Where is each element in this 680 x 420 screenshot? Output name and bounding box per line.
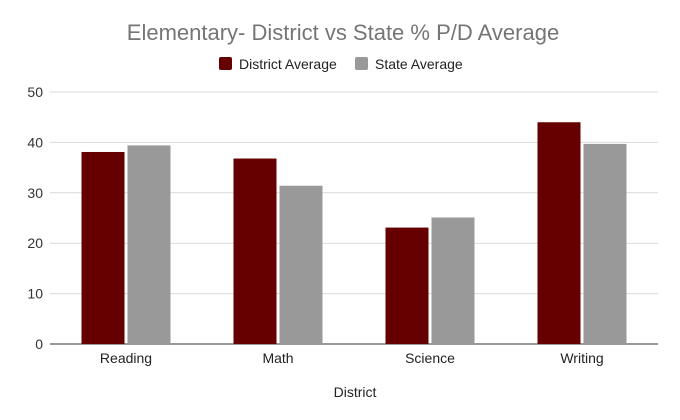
y-tick-label: 20: [27, 235, 43, 251]
bar-writing-district: [537, 122, 581, 345]
bar-reading-district: [81, 151, 125, 344]
bar-reading-state: [127, 145, 171, 344]
x-tick-labels: Reading Math Science Writing: [100, 350, 604, 366]
x-axis-label: District: [334, 384, 377, 400]
legend-label: District Average: [239, 56, 337, 72]
x-tick-label: Math: [262, 350, 293, 366]
bar-math-state: [279, 185, 323, 344]
x-tick-label: Science: [405, 350, 455, 366]
y-tick-labels: 0 10 20 30 40 50: [27, 84, 43, 352]
y-tick-label: 50: [27, 84, 43, 100]
legend-swatch: [219, 57, 232, 70]
x-tick-label: Writing: [560, 350, 603, 366]
bar-science-state: [431, 217, 475, 344]
bars: [81, 122, 627, 345]
legend: District Average State Average: [219, 56, 463, 72]
legend-swatch: [355, 57, 368, 70]
x-tick-label: Reading: [100, 350, 152, 366]
bar-math-district: [233, 158, 277, 344]
bar-science-district: [385, 227, 429, 344]
y-tick-label: 0: [35, 336, 43, 352]
chart-title: Elementary- District vs State % P/D Aver…: [127, 20, 559, 45]
y-tick-label: 30: [27, 185, 43, 201]
y-tick-label: 10: [27, 286, 43, 302]
y-tick-label: 40: [27, 134, 43, 150]
bar-writing-state: [583, 143, 627, 344]
legend-label: State Average: [375, 56, 463, 72]
